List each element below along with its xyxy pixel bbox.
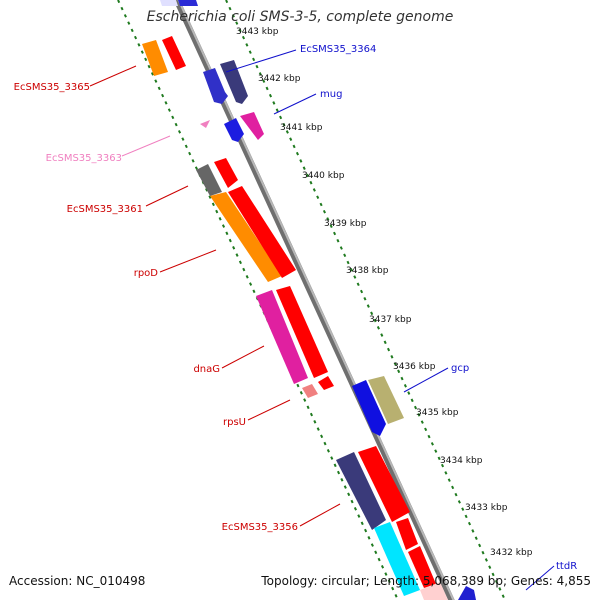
scale-tick-label: 3435 kbp	[416, 408, 459, 418]
scale-tick-label: 3436 kbp	[393, 362, 436, 372]
gene-block-top-2[interactable]	[160, 0, 178, 6]
gene-block-bottom-c[interactable]	[408, 546, 436, 588]
gene-label-ecsms35-3356[interactable]: EcSMS35_3356	[222, 522, 298, 533]
gene-label-ttdr[interactable]: ttdR	[556, 561, 577, 572]
genome-summary: Topology: circular; Length: 5,068,389 bp…	[261, 574, 591, 588]
label-leaders	[89, 49, 555, 591]
map-title: Escherichia coli SMS-3-5, complete genom…	[146, 9, 454, 25]
gene-mug[interactable]	[224, 118, 244, 142]
leader-rpoD	[159, 249, 217, 273]
leader-dnaG	[221, 345, 265, 369]
gene-label-ecsms35-3363[interactable]: EcSMS35_3363	[46, 153, 122, 164]
scale-tick-label: 3434 kbp	[440, 456, 483, 466]
reverse-labels: EcSMS35_3365 EcSMS35_3363 EcSMS35_3361 r…	[14, 82, 298, 533]
gene-gcp-a[interactable]	[352, 380, 386, 436]
gene-block-bottom-d[interactable]	[420, 582, 448, 600]
gene-ecsms35-3361-a[interactable]	[196, 164, 222, 196]
gene-label-rpsu[interactable]: rpsU	[223, 417, 246, 428]
gene-ecsms35-3364-b[interactable]	[220, 60, 248, 104]
leader-ecsms35-3361	[145, 185, 189, 207]
gene-dnaG-a[interactable]	[256, 290, 308, 384]
scale-tick-label: 3443 kbp	[236, 27, 279, 37]
leader-gcp	[403, 367, 449, 393]
accession-label: Accession: NC_010498	[9, 574, 146, 588]
leader-ecsms35-3356	[299, 503, 341, 527]
gene-ecsms35-3363	[200, 120, 210, 128]
scale-tick-label: 3441 kbp	[280, 123, 323, 133]
forward-labels: EcSMS35_3364 mug gcp ttdR	[300, 44, 577, 572]
leader-ecsms35-3363	[121, 135, 171, 157]
leader-ttdR	[525, 565, 555, 591]
gene-label-dnag[interactable]: dnaG	[193, 364, 220, 375]
scale-tick-label: 3432 kbp	[490, 548, 533, 558]
gene-label-ecsms35-3361[interactable]: EcSMS35_3361	[67, 204, 143, 215]
reverse-genes	[142, 36, 448, 600]
gene-ecsms35-3365-b[interactable]	[162, 36, 186, 70]
gene-gcp-b[interactable]	[368, 376, 404, 424]
gene-rpsU-a[interactable]	[302, 384, 318, 398]
gene-block-bottom-a[interactable]	[374, 522, 420, 596]
scale-tick-label: 3440 kbp	[302, 171, 345, 181]
gene-rpoD-b[interactable]	[228, 186, 296, 278]
leader-mug	[273, 93, 317, 115]
leader-ecsms35-3364	[225, 49, 297, 73]
gene-block-bottom-b[interactable]	[396, 518, 418, 550]
scale-tick-label: 3439 kbp	[324, 219, 367, 229]
scale-tick-label: 3433 kbp	[465, 503, 508, 513]
gene-rpoD-a[interactable]	[210, 192, 282, 282]
gene-ttdR[interactable]	[458, 586, 476, 600]
leader-rpsU	[247, 399, 291, 421]
scale-tick-label: 3437 kbp	[369, 315, 412, 325]
gene-label-mug[interactable]: mug	[320, 89, 342, 100]
gene-ecsms35-3356-a[interactable]	[336, 452, 386, 530]
forward-genes	[160, 0, 476, 600]
gene-ecsms35-3356-b[interactable]	[358, 446, 410, 522]
gene-label-ecsms35-3364[interactable]: EcSMS35_3364	[300, 44, 376, 55]
outer-guide-right	[225, 0, 506, 600]
gene-dnaG-b[interactable]	[276, 286, 328, 378]
gene-block-top[interactable]	[178, 0, 198, 6]
scale-tick-label: 3438 kbp	[346, 266, 389, 276]
gene-mug-2[interactable]	[240, 112, 264, 140]
gene-rpsU-b[interactable]	[318, 376, 334, 390]
leader-ecsms35-3365	[89, 65, 137, 87]
gene-label-gcp[interactable]: gcp	[451, 363, 469, 374]
scale-labels: 3443 kbp 3442 kbp 3441 kbp 3440 kbp 3439…	[236, 27, 533, 558]
gene-label-ecsms35-3365[interactable]: EcSMS35_3365	[14, 82, 90, 93]
gene-ecsms35-3361-b[interactable]	[214, 158, 238, 188]
gene-label-rpod[interactable]: rpoD	[134, 268, 159, 279]
gene-ecsms35-3365-a[interactable]	[142, 40, 168, 76]
guide-lines	[117, 0, 506, 600]
gene-ecsms35-3364-a[interactable]	[203, 68, 228, 104]
scale-tick-label: 3442 kbp	[258, 74, 301, 84]
